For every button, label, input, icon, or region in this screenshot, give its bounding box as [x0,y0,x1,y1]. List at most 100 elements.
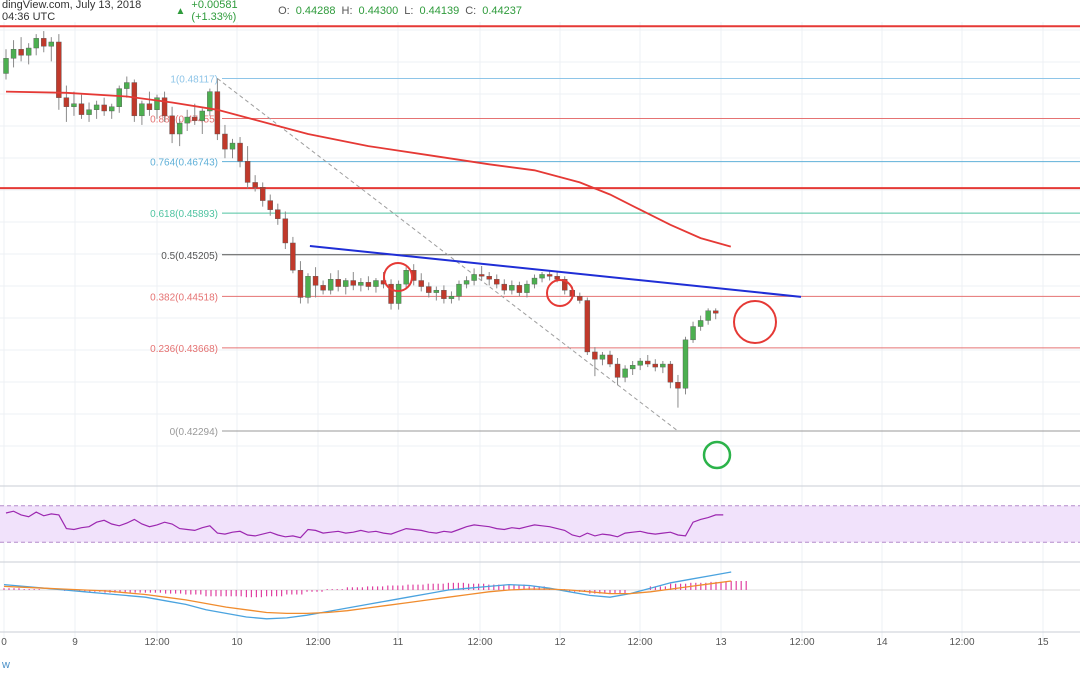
candle-body-53 [403,270,409,285]
trendline-line [309,245,802,298]
candle-body-21 [161,97,168,117]
x-tick-7: 12 [554,637,566,648]
rsi-band [0,505,1080,543]
candle-body-59 [448,296,455,299]
candle-body-18 [139,103,145,117]
candle-body-84 [637,360,643,366]
watermark-text: w [1,659,10,671]
candle-body-19 [146,103,153,110]
candle-body-64 [486,276,492,280]
moving-average [5,90,732,248]
candle-body-10 [78,103,85,115]
candle-body-74 [562,279,568,291]
header-source: dingView.com, July 13, 2018 04:36 UTC [2,0,142,23]
candle-body-81 [614,363,621,378]
candle-body-31 [237,142,243,162]
x-tick-5: 11 [393,637,404,648]
candle-body-36 [275,209,281,219]
x-tick-12: 12:00 [949,637,974,648]
candle-body-33 [252,182,258,188]
open-value: 0.44288 [295,5,336,17]
x-tick-3: 10 [231,637,243,648]
candle-body-47 [358,282,364,286]
candle-body-86 [652,363,658,368]
candle-body-57 [433,289,440,293]
horizontal-levels [0,25,1080,432]
candles [3,31,719,408]
candle-body-30 [229,142,236,150]
candle-body-11 [86,109,92,115]
candle-body-8 [63,97,70,107]
fib-diagonal-line [217,78,679,432]
open-label: O: [278,5,290,17]
candle-body-92 [697,320,704,327]
candle-body-38 [290,242,296,271]
candle-body-12 [93,104,100,110]
candle-body-82 [622,368,628,378]
circle-touch-1 [383,262,413,292]
candle-body-48 [365,282,372,287]
candle-body-61 [463,280,470,285]
candle-body-1 [10,49,17,59]
x-tick-10: 12:00 [789,637,814,648]
candle-body-77 [584,300,591,353]
candle-body-26 [199,110,206,121]
candle-body-9 [71,103,77,107]
candle-body-27 [207,91,213,112]
close-value: 0.44237 [482,5,522,17]
candle-body-5 [41,38,47,47]
candle-body-13 [101,104,107,112]
candle-body-51 [388,283,394,304]
candle-body-91 [690,326,696,341]
candle-body-43 [327,279,334,291]
candle-body-39 [297,270,304,298]
candle-body-56 [426,286,432,293]
rsi-panel [0,505,1080,543]
candle-body-79 [599,354,606,360]
candle-body-40 [305,276,311,298]
candle-body-25 [192,116,198,121]
x-tick-11: 14 [876,637,888,648]
candle-body-4 [33,38,39,49]
candle-body-90 [682,339,689,389]
candle-body-69 [524,283,530,293]
candle-body-85 [645,360,651,365]
fib-label-1: 0.886(0.47455) [150,115,218,126]
signal-line [3,580,732,615]
chart-header: dingView.com, July 13, 2018 04:36 UTC ▲ … [0,0,522,23]
candle-body-83 [629,365,636,370]
x-tick-6: 12:00 [467,637,492,648]
candle-body-94 [713,310,719,314]
candle-body-16 [124,82,130,89]
candle-body-70 [531,277,538,285]
candle-body-41 [312,276,319,286]
candle-body-73 [554,276,560,280]
candle-body-32 [244,161,251,183]
candle-body-6 [48,41,54,47]
candle-body-29 [222,133,228,150]
x-tick-8: 12:00 [627,637,652,648]
ma-100-line [5,90,732,248]
candle-body-20 [154,97,160,110]
x-axis: 0 9 12:00 10 12:00 11 12:00 12 12:00 13 12:00 14 12:… [1,637,1049,648]
fib-label-0: 1(0.48117) [170,74,218,85]
candle-body-52 [395,283,402,304]
low-value: 0.44139 [419,5,460,17]
x-tick-2: 12:00 [144,637,169,648]
candle-body-14 [108,106,115,112]
x-tick-4: 12:00 [305,637,330,648]
candle-body-7 [56,41,62,98]
candle-body-93 [705,310,711,321]
candle-body-35 [267,200,273,210]
high-value: 0.44300 [358,5,399,17]
circle-low [702,440,732,470]
x-tick-13: 15 [1037,637,1049,648]
rsi-line [5,510,724,539]
candle-body-67 [509,285,515,291]
candle-body-15 [116,88,122,107]
candle-body-0 [3,58,9,74]
candle-body-44 [335,279,341,287]
candle-body-22 [169,115,175,135]
candle-body-17 [131,82,138,117]
